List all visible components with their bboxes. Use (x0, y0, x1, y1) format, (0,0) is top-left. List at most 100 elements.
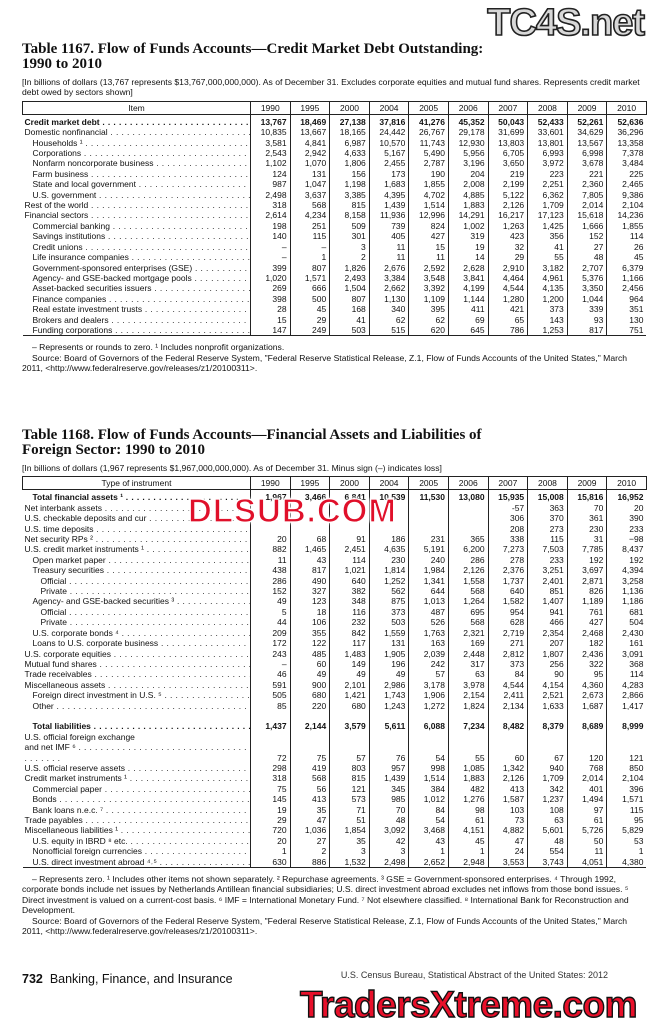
table-row: Miscellaneous assets5919002,1012,9863,17… (23, 679, 647, 691)
header-row: Item 1990 1995 2000 2004 2005 2006 2007 2008 2009… (22, 100, 647, 115)
row-label-text: Miscellaneous liabilities ¹ (25, 825, 251, 835)
table-row: Asset-backed securities issuers2696661,5… (23, 283, 647, 294)
value-cell: 5 (250, 606, 291, 618)
section-name: Banking, Finance, and Insurance (49, 972, 233, 986)
value-cell: 1,198 (329, 179, 370, 190)
value-cell: 11 (368, 241, 409, 253)
value-cell: 240 (408, 554, 449, 566)
value-cell: 8,437 (606, 544, 647, 555)
value-cell: 68 (289, 534, 330, 545)
value-cell: 363 (527, 502, 568, 514)
value-cell: 1,559 (368, 627, 409, 639)
value-cell: 13,803 (487, 137, 528, 149)
value-cell: 941 (527, 606, 568, 618)
value-cell: 1,013 (408, 596, 449, 607)
spacer-cell (23, 711, 251, 721)
spacer-cell (368, 710, 409, 722)
value-cell: 666 (289, 283, 330, 294)
value-cell: 32 (487, 241, 528, 253)
value-cell: 143 (527, 314, 568, 325)
row-label: Official (23, 607, 251, 617)
value-cell: 405 (368, 231, 409, 242)
value-cell: 223 (527, 168, 568, 180)
value-cell: 640 (329, 575, 370, 587)
row-label-text: Nonofficial foreign currencies (33, 846, 251, 856)
table-row: Farm business124131156173190204219223221… (23, 168, 647, 180)
table-row: U.S. official reserve assets298419803957… (23, 762, 647, 774)
value-cell: 1,012 (408, 794, 449, 805)
value-cell: 1,021 (329, 565, 370, 576)
value-cell: 3,678 (566, 158, 607, 169)
row-label: Nonofficial foreign currencies (23, 846, 251, 856)
value-cell: 11 (566, 846, 607, 857)
value-cell: 2,154 (447, 690, 489, 701)
value-cell: 628 (487, 617, 528, 628)
value-cell: 65 (487, 314, 528, 325)
value-cell: 124 (250, 168, 291, 180)
value-cell: 1,906 (408, 690, 449, 701)
value-cell: 232 (329, 617, 370, 628)
value-cell: 630 (250, 856, 291, 869)
value-cell: 48 (527, 835, 568, 847)
value-cell: 2,812 (487, 648, 528, 659)
value-cell: 42 (368, 835, 409, 847)
value-cell: 3,392 (408, 283, 449, 294)
page-number: 732 (22, 972, 43, 986)
row-label-text: State and local government (33, 179, 251, 189)
value-cell: 1,666 (566, 220, 607, 232)
row-label: U.S. official foreign exchange and net I… (23, 732, 251, 763)
value-cell: 2,866 (606, 690, 647, 701)
value-cell: 97 (566, 804, 607, 815)
spacer-cell (250, 710, 291, 722)
value-cell: 306 (487, 513, 528, 524)
value-cell: 20 (250, 534, 291, 545)
column-header: 2006 (447, 100, 489, 115)
value-cell: 50 (566, 835, 607, 847)
value-cell: 401 (566, 783, 607, 795)
row-label: Commercial paper (23, 784, 251, 794)
value-cell: 63 (527, 814, 568, 826)
value-cell: 2,707 (566, 262, 607, 273)
table-row: Foreign direct investment in U.S. ⁵50568… (23, 690, 647, 701)
value-cell: 1,439 (368, 773, 409, 784)
row-label-text: U.S. credit market instruments ¹ (25, 544, 251, 554)
table-row: Finance companies3985008071,1301,1091,14… (23, 293, 647, 305)
value-cell: 500 (289, 293, 330, 305)
value-cell: 2,456 (606, 283, 647, 294)
row-label: Private (23, 586, 251, 596)
table-title: Table 1167. Flow of Funds Accounts—Credi… (22, 41, 484, 72)
value-cell: 695 (447, 606, 489, 618)
value-cell: 2,039 (408, 648, 449, 659)
value-cell: 108 (527, 804, 568, 815)
value-cell: 4,464 (487, 272, 528, 284)
value-cell: 2,448 (447, 648, 489, 659)
value-cell: 3 (329, 846, 370, 857)
value-cell: 761 (566, 606, 607, 618)
value-cell: 1,824 (447, 700, 489, 711)
value-cell: 1,002 (447, 220, 489, 232)
value-cell: 1,070 (289, 158, 330, 169)
spacer-cell (447, 710, 489, 722)
value-cell: 1,036 (289, 825, 330, 836)
table-row: U.S. credit market instruments ¹8821,465… (23, 544, 647, 555)
value-cell: 395 (408, 304, 449, 315)
value-cell: 1,571 (606, 794, 647, 805)
value-cell: 957 (368, 762, 409, 774)
table-title: Table 1168. Flow of Funds Accounts—Finan… (22, 427, 482, 458)
value-cell: 482 (447, 783, 489, 795)
value-cell: 93 (566, 314, 607, 325)
value-cell: 72 (250, 731, 291, 763)
value-cell: 338 (487, 534, 528, 545)
value-cell: 3,743 (527, 856, 568, 869)
spacer-cell (487, 710, 528, 722)
row-label: Trade receivables (23, 669, 251, 679)
value-cell: 327 (289, 586, 330, 597)
row-label: Bonds (23, 794, 251, 804)
row-label-text: Open market paper (33, 555, 251, 565)
column-header: 2000 (329, 476, 370, 491)
value-cell: 1,504 (329, 283, 370, 294)
value-cell: 50,043 (487, 114, 528, 128)
value-cell: 1,130 (368, 293, 409, 305)
value-cell: 1,276 (447, 794, 489, 805)
value-cell: 73 (487, 814, 528, 826)
